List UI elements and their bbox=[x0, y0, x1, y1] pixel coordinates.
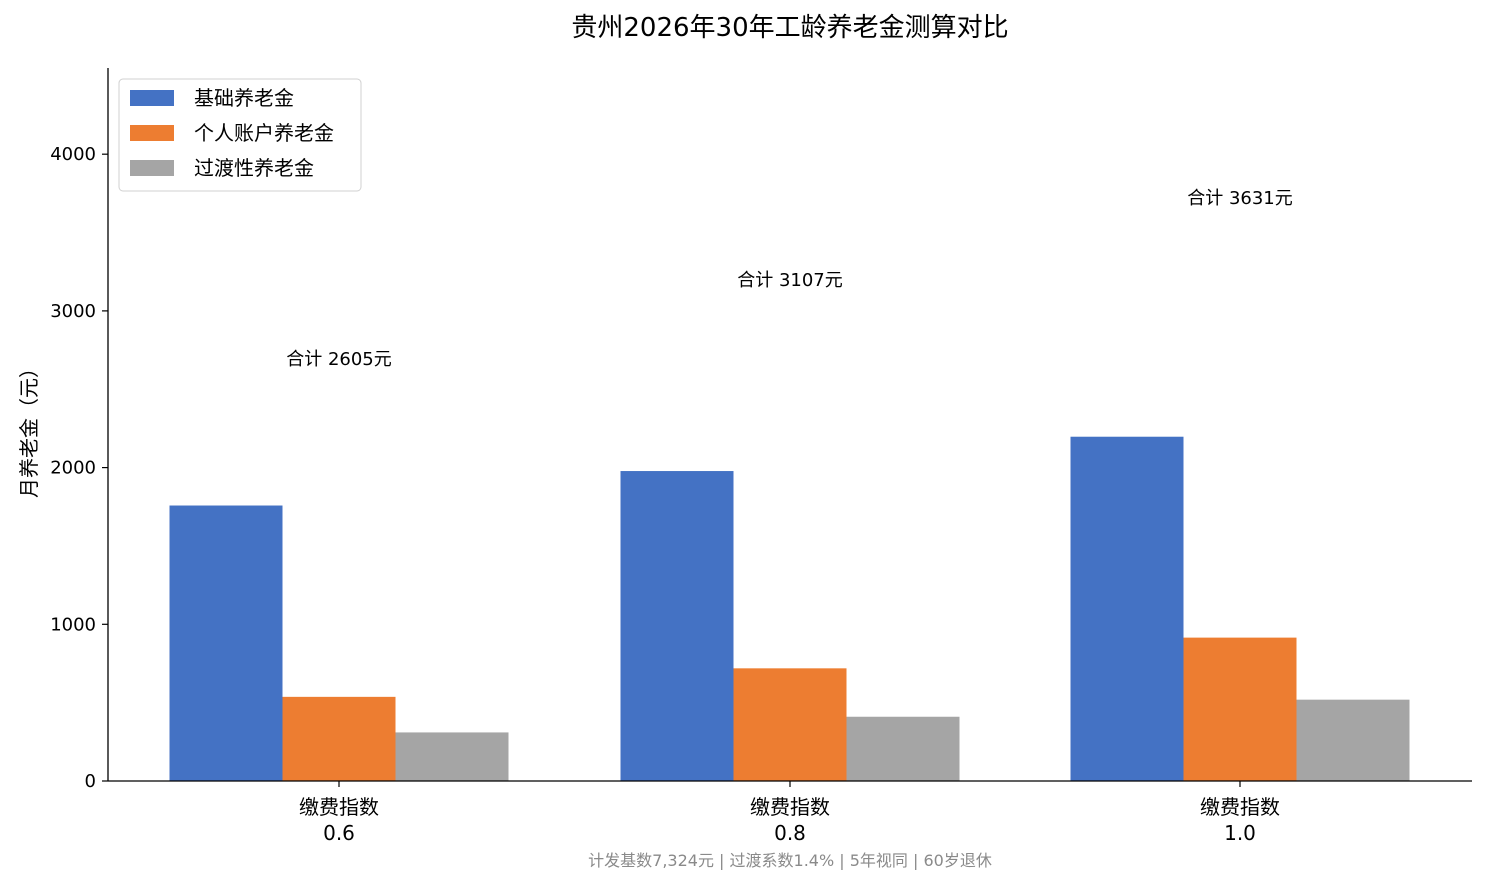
bar-1-2 bbox=[620, 471, 734, 781]
y-axis-label: 月养老金（元） bbox=[17, 358, 41, 498]
bar-3-2 bbox=[846, 716, 960, 781]
x-tick-label-line1: 缴费指数 bbox=[299, 795, 379, 819]
chart-title: 贵州2026年30年工龄养老金测算对比 bbox=[571, 13, 1008, 43]
legend-label: 基础养老金 bbox=[194, 86, 294, 110]
y-tick-label: 0 bbox=[85, 771, 96, 792]
y-tick-label: 2000 bbox=[50, 458, 96, 479]
bar-2-3 bbox=[1183, 637, 1297, 781]
legend-swatch bbox=[130, 160, 174, 176]
x-tick-label-line1: 缴费指数 bbox=[1200, 795, 1280, 819]
bar-2-1 bbox=[282, 696, 396, 781]
legend-frame bbox=[118, 78, 362, 192]
legend-swatch bbox=[130, 125, 174, 141]
footnote: 计发基数7,324元 | 过渡系数1.4% | 5年视同 | 60岁退休 bbox=[588, 851, 992, 870]
total-label: 合计 3107元 bbox=[737, 270, 843, 291]
bar-1-3 bbox=[1070, 436, 1184, 781]
x-tick-label-line1: 缴费指数 bbox=[750, 795, 830, 819]
legend-label: 个人账户养老金 bbox=[194, 121, 334, 145]
x-tick-label-line2: 0.6 bbox=[323, 821, 355, 845]
bar-2-2 bbox=[733, 668, 847, 781]
legend-label: 过渡性养老金 bbox=[194, 156, 314, 180]
totals-layer: 合计 2605元 合计 3107元 合计 3631元 bbox=[286, 188, 1293, 370]
y-tick-label: 4000 bbox=[50, 144, 96, 165]
bar-1-1 bbox=[169, 505, 283, 781]
bars-layer bbox=[169, 436, 1410, 781]
x-tick-label-line2: 1.0 bbox=[1224, 821, 1256, 845]
y-ticks-layer: 0 1000 2000 3000 4000 bbox=[50, 144, 108, 792]
y-tick-label: 1000 bbox=[50, 614, 96, 635]
bar-3-3 bbox=[1296, 699, 1410, 781]
x-tick-label-line2: 0.8 bbox=[774, 821, 806, 845]
total-label: 合计 3631元 bbox=[1187, 188, 1293, 209]
bar-3-1 bbox=[395, 732, 509, 781]
total-label: 合计 2605元 bbox=[286, 349, 392, 370]
y-tick-label: 3000 bbox=[50, 301, 96, 322]
legend-swatch bbox=[130, 90, 174, 106]
